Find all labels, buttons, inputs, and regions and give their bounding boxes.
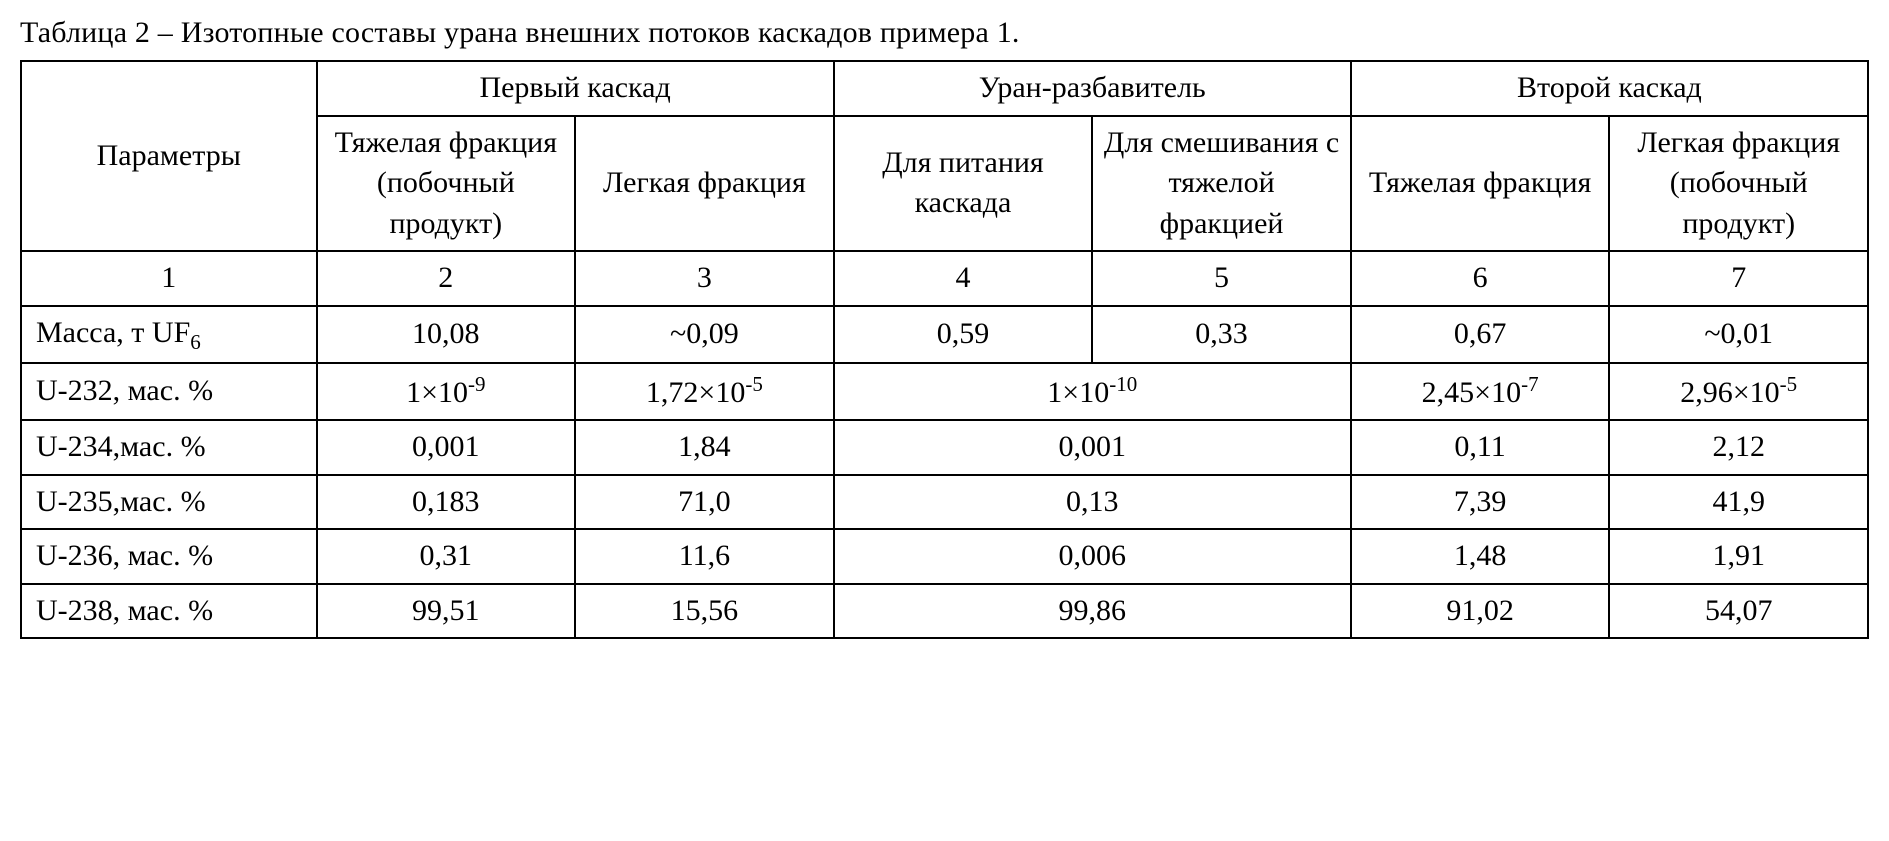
- colnum-4: 4: [834, 251, 1093, 306]
- cell: 0,11: [1351, 420, 1610, 475]
- cell: ~0,09: [575, 306, 834, 363]
- cell-merged: 0,001: [834, 420, 1351, 475]
- colgroup-first-cascade: Первый каскад: [317, 61, 834, 116]
- col-mix-heavy-fraction: Для смешивания с тяжелой фракцией: [1092, 116, 1351, 252]
- colnum-1: 1: [21, 251, 317, 306]
- cell: ~0,01: [1609, 306, 1868, 363]
- cell: 0,59: [834, 306, 1093, 363]
- row-label-u235: U-235,мас. %: [21, 475, 317, 530]
- cell: 71,0: [575, 475, 834, 530]
- cell: 15,56: [575, 584, 834, 639]
- table-header-row-nums: 1 2 3 4 5 6 7: [21, 251, 1868, 306]
- colgroup-diluent: Уран-разбавитель: [834, 61, 1351, 116]
- colnum-2: 2: [317, 251, 576, 306]
- cell: 0,67: [1351, 306, 1610, 363]
- cell: 1,91: [1609, 529, 1868, 584]
- col-feed-cascade: Для питания каскада: [834, 116, 1093, 252]
- cell: 1,48: [1351, 529, 1610, 584]
- cell: 2,45×10-7: [1351, 363, 1610, 421]
- cell-merged: 99,86: [834, 584, 1351, 639]
- colgroup-second-cascade: Второй каскад: [1351, 61, 1868, 116]
- cell: 11,6: [575, 529, 834, 584]
- cell: 1,72×10-5: [575, 363, 834, 421]
- cell: 7,39: [1351, 475, 1610, 530]
- row-label-u238: U-238, мас. %: [21, 584, 317, 639]
- cell-merged: 0,13: [834, 475, 1351, 530]
- cell: 0,183: [317, 475, 576, 530]
- col-light-fraction-1: Легкая фракция: [575, 116, 834, 252]
- cell: 0,31: [317, 529, 576, 584]
- cell: 0,33: [1092, 306, 1351, 363]
- table-row: U-238, мас. % 99,51 15,56 99,86 91,02 54…: [21, 584, 1868, 639]
- table-row: U-234,мас. % 0,001 1,84 0,001 0,11 2,12: [21, 420, 1868, 475]
- cell: 0,001: [317, 420, 576, 475]
- table-caption: Таблица 2 – Изотопные составы урана внеш…: [20, 16, 1869, 50]
- cell: 54,07: [1609, 584, 1868, 639]
- col-light-fraction-byproduct-2: Легкая фракция (побочный продукт): [1609, 116, 1868, 252]
- cell: 41,9: [1609, 475, 1868, 530]
- table-row: U-235,мас. % 0,183 71,0 0,13 7,39 41,9: [21, 475, 1868, 530]
- row-label-u232: U-232, мас. %: [21, 363, 317, 421]
- table-row: U-232, мас. % 1×10-9 1,72×10-5 1×10-10 2…: [21, 363, 1868, 421]
- row-label-u236: U-236, мас. %: [21, 529, 317, 584]
- colnum-6: 6: [1351, 251, 1610, 306]
- cell-merged: 1×10-10: [834, 363, 1351, 421]
- cell: 99,51: [317, 584, 576, 639]
- table-row: Масса, т UF6 10,08 ~0,09 0,59 0,33 0,67 …: [21, 306, 1868, 363]
- cell: 2,96×10-5: [1609, 363, 1868, 421]
- cell: 2,12: [1609, 420, 1868, 475]
- row-label-u234: U-234,мас. %: [21, 420, 317, 475]
- cell: 91,02: [1351, 584, 1610, 639]
- table-row: U-236, мас. % 0,31 11,6 0,006 1,48 1,91: [21, 529, 1868, 584]
- cell: 1,84: [575, 420, 834, 475]
- cell: 10,08: [317, 306, 576, 363]
- colnum-3: 3: [575, 251, 834, 306]
- colnum-7: 7: [1609, 251, 1868, 306]
- isotope-table: Параметры Первый каскад Уран-разбавитель…: [20, 60, 1869, 639]
- cell-merged: 0,006: [834, 529, 1351, 584]
- col-heavy-fraction-byproduct-1: Тяжелая фракция (побочный продукт): [317, 116, 576, 252]
- col-heavy-fraction-2: Тяжелая фракция: [1351, 116, 1610, 252]
- col-parameters: Параметры: [21, 61, 317, 251]
- row-label-mass: Масса, т UF6: [21, 306, 317, 363]
- colnum-5: 5: [1092, 251, 1351, 306]
- table-header-row-1: Параметры Первый каскад Уран-разбавитель…: [21, 61, 1868, 116]
- cell: 1×10-9: [317, 363, 576, 421]
